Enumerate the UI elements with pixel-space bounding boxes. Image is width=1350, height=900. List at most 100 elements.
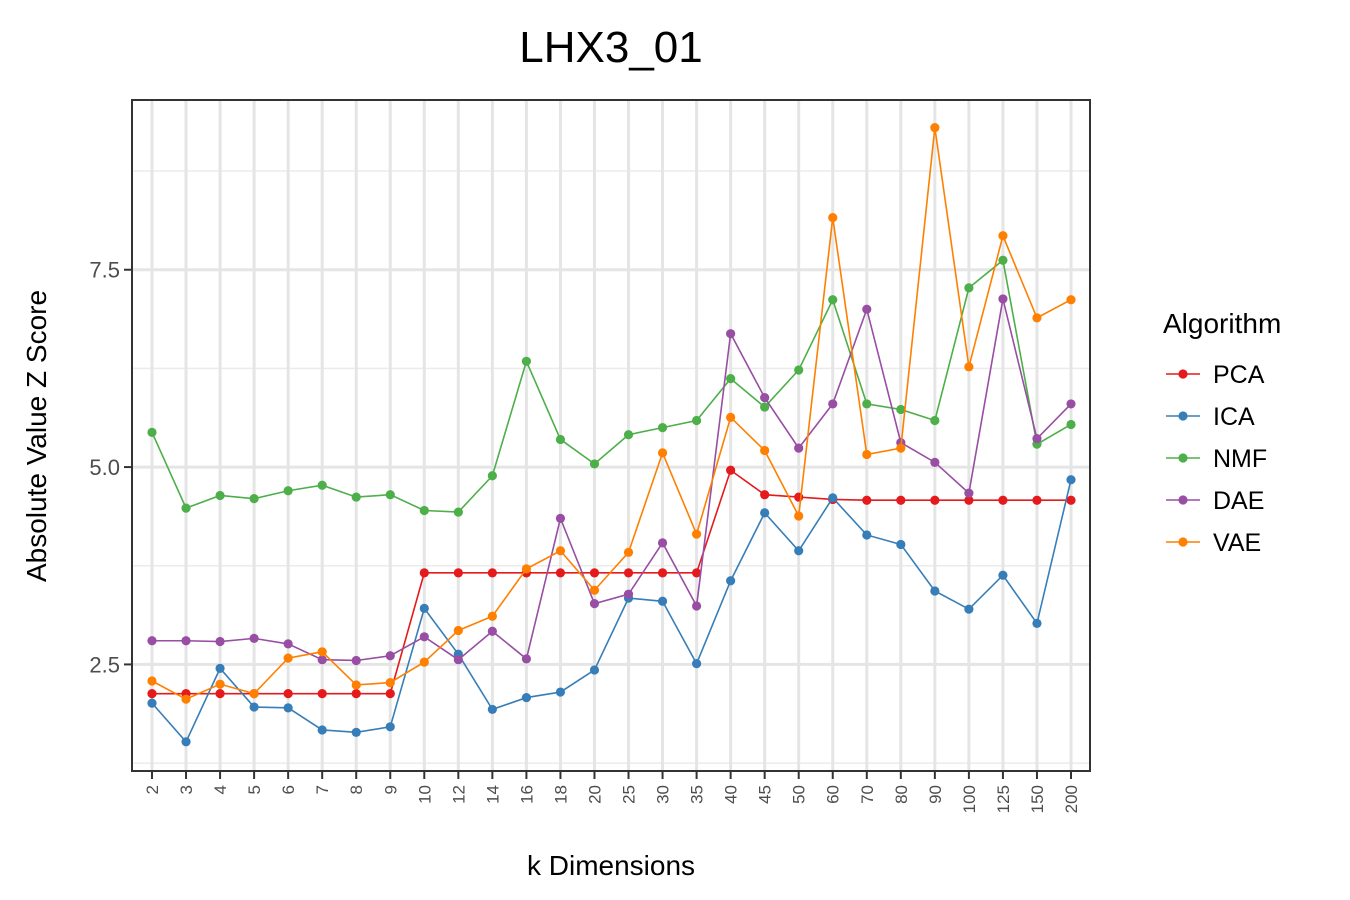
data-point-dae	[555, 513, 566, 523]
data-point-nmf	[828, 295, 838, 305]
legend-key-point-pca	[1178, 369, 1188, 379]
data-point-nmf	[215, 490, 225, 501]
x-tick-label: 18	[551, 785, 570, 804]
data-point-pca	[760, 490, 770, 500]
data-point-pca	[726, 465, 736, 475]
data-point-vae	[691, 529, 702, 539]
data-point-pca	[385, 689, 395, 699]
data-point-nmf	[589, 459, 600, 469]
data-point-nmf	[862, 399, 872, 409]
data-point-vae	[283, 653, 293, 663]
legend-title: Algorithm	[1163, 308, 1281, 339]
x-tick-label: 8	[347, 785, 366, 794]
data-point-dae	[453, 655, 463, 665]
data-point-ica	[794, 546, 804, 556]
data-point-dae	[317, 655, 327, 665]
data-point-dae	[930, 457, 940, 467]
series-layer	[147, 123, 1076, 747]
data-point-pca	[555, 568, 566, 578]
y-axis-title: Absolute Value Z Score	[21, 290, 52, 582]
data-point-ica	[828, 493, 838, 503]
data-point-ica	[385, 722, 395, 732]
data-point-nmf	[283, 486, 293, 496]
data-point-dae	[181, 636, 191, 646]
legend: Algorithm PCA ICA NMF DAE VAE	[1163, 308, 1281, 557]
x-tick-label: 45	[756, 785, 775, 804]
series-line-vae	[151, 127, 1072, 701]
data-point-nmf	[998, 255, 1008, 265]
data-point-ica	[896, 539, 906, 550]
plot-panel-border	[131, 99, 1091, 772]
data-point-vae	[1066, 295, 1076, 305]
series-line-ica	[151, 479, 1072, 744]
data-point-ica	[998, 570, 1008, 580]
data-point-nmf	[351, 492, 361, 502]
data-point-ica	[317, 725, 327, 735]
data-point-vae	[487, 611, 497, 621]
data-point-nmf	[964, 283, 974, 293]
data-point-nmf	[555, 434, 566, 445]
data-point-dae	[760, 393, 770, 403]
x-tick-label: 30	[654, 785, 673, 804]
x-tick-label: 3	[177, 785, 196, 794]
data-point-dae	[147, 636, 157, 646]
x-tick-label: 2	[143, 785, 162, 794]
data-point-pca	[283, 689, 293, 699]
data-point-dae	[1066, 399, 1076, 409]
data-point-dae	[487, 626, 497, 636]
legend-label-vae: VAE	[1213, 529, 1261, 557]
data-point-ica	[589, 665, 600, 675]
data-point-dae	[249, 633, 259, 643]
data-point-ica	[555, 687, 566, 697]
legend-label-nmf: NMF	[1213, 445, 1267, 473]
x-tick-label: 20	[585, 785, 604, 804]
data-point-vae	[896, 443, 906, 453]
series-line-pca	[152, 468, 1071, 695]
y-tick-label: 2.5	[89, 652, 120, 677]
data-point-pca	[351, 689, 361, 699]
x-tick-label: 14	[483, 785, 502, 804]
data-point-ica	[691, 659, 702, 669]
x-tick-label: 50	[790, 785, 809, 804]
data-point-ica	[215, 663, 225, 673]
data-point-vae	[657, 448, 668, 458]
data-point-dae	[691, 601, 702, 611]
data-point-nmf	[794, 365, 804, 375]
data-point-nmf	[453, 507, 463, 517]
data-point-ica	[657, 596, 668, 606]
x-tick-label: 35	[688, 785, 707, 804]
x-tick-label: 16	[517, 785, 536, 804]
data-point-vae	[964, 362, 974, 372]
data-point-nmf	[896, 404, 906, 415]
data-point-dae	[419, 632, 429, 642]
data-point-pca	[964, 495, 974, 505]
data-point-ica	[1032, 618, 1042, 628]
data-point-nmf	[419, 505, 429, 516]
data-point-pca	[215, 689, 225, 699]
data-point-pca	[998, 495, 1008, 505]
data-point-nmf	[1066, 419, 1076, 430]
data-point-vae	[147, 676, 157, 686]
data-point-dae	[351, 655, 361, 666]
data-point-vae	[1032, 313, 1042, 323]
data-point-ica	[521, 692, 532, 703]
x-tick-label: 70	[858, 785, 877, 804]
legend-key-point-vae	[1178, 537, 1188, 547]
data-point-vae	[794, 511, 804, 521]
data-point-vae	[998, 231, 1008, 241]
data-point-vae	[215, 679, 225, 689]
data-point-pca	[147, 689, 157, 699]
data-point-vae	[828, 213, 838, 223]
data-point-pca	[862, 495, 872, 505]
x-tick-label: 150	[1028, 785, 1047, 813]
data-point-vae	[930, 123, 940, 133]
data-point-ica	[249, 702, 259, 712]
data-point-vae	[317, 647, 327, 657]
data-point-ica	[1066, 475, 1076, 485]
data-point-vae	[555, 546, 566, 556]
data-point-dae	[589, 599, 600, 609]
x-tick-label: 60	[824, 785, 843, 804]
data-point-vae	[623, 547, 634, 557]
x-tick-label: 12	[449, 785, 468, 804]
